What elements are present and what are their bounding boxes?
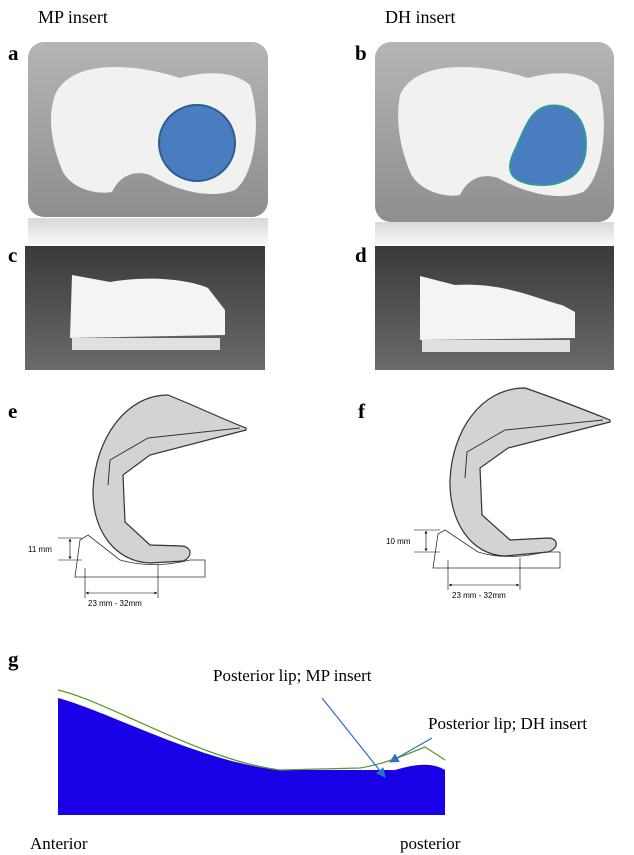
arrow bbox=[390, 738, 432, 762]
panel-label: f bbox=[358, 399, 366, 423]
femoral-diagram bbox=[58, 395, 246, 598]
dimension-label: 11 mm bbox=[28, 545, 52, 554]
reflection bbox=[375, 222, 614, 246]
annotation: Posterior lip; MP insert bbox=[213, 666, 372, 685]
page: MP insert DH insert a b c d e 11 mm 23 m… bbox=[0, 0, 634, 855]
insert-base bbox=[72, 338, 220, 350]
axis-label: Anterior bbox=[30, 834, 88, 853]
axis-label: posterior bbox=[400, 834, 461, 853]
dimension-label: 23 mm - 32mm bbox=[88, 599, 142, 608]
condyle-area bbox=[159, 105, 235, 181]
figure: MP insert DH insert a b c d e 11 mm 23 m… bbox=[0, 0, 634, 855]
panel-label: e bbox=[8, 399, 17, 423]
panel-label: b bbox=[355, 41, 367, 65]
annotation: Posterior lip; DH insert bbox=[428, 714, 587, 733]
column-title: DH insert bbox=[385, 7, 456, 27]
reflection bbox=[28, 218, 268, 246]
dimension-label: 23 mm - 32mm bbox=[452, 591, 506, 600]
insert-base bbox=[422, 340, 570, 352]
arrow bbox=[322, 698, 385, 777]
panel-label: g bbox=[8, 647, 19, 671]
dimension-label: 10 mm bbox=[386, 537, 411, 546]
panel-label: d bbox=[355, 243, 367, 267]
panel-label: c bbox=[8, 243, 17, 267]
femoral-diagram bbox=[414, 388, 610, 590]
panel-label: a bbox=[8, 41, 19, 65]
profile-area bbox=[58, 698, 445, 815]
column-title: MP insert bbox=[38, 7, 108, 27]
